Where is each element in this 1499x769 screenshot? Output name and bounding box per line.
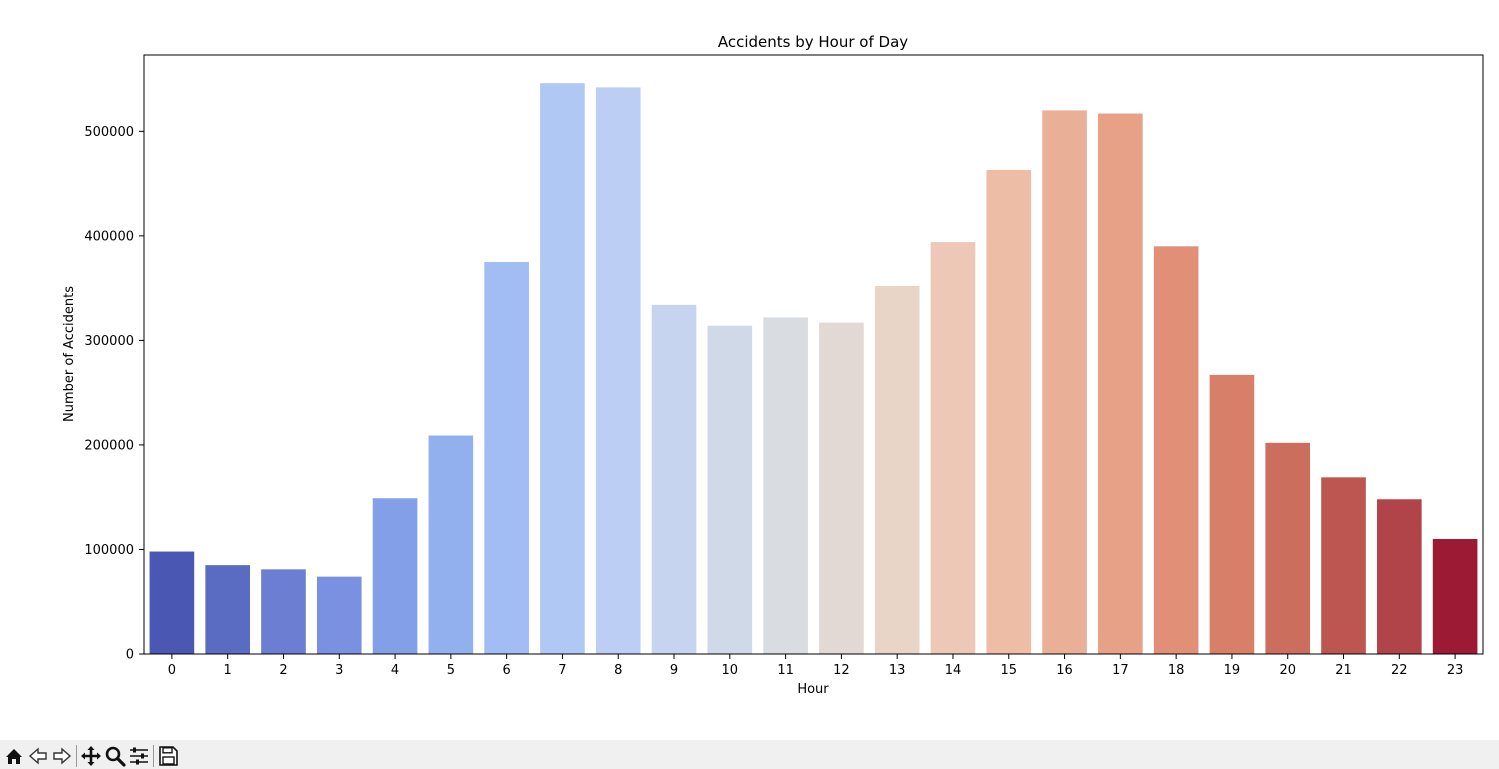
x-tick-label: 10 [722, 663, 739, 678]
x-tick-label: 9 [670, 663, 678, 678]
x-tick-label: 15 [1000, 663, 1017, 678]
bar-hour-14 [930, 242, 976, 654]
x-axis-label: Hour [797, 682, 829, 697]
x-tick-label: 21 [1335, 663, 1352, 678]
pan-icon [81, 746, 101, 766]
zoom-button[interactable] [103, 743, 127, 769]
bar-hour-15 [986, 169, 1032, 654]
home-icon [6, 749, 22, 764]
bar-hour-9 [651, 304, 697, 654]
bar-hour-7 [540, 83, 585, 655]
toolbar-separator [76, 745, 77, 767]
bar-hour-4 [372, 498, 418, 654]
plot-area-frame [143, 54, 1484, 655]
bar-hour-5 [428, 435, 474, 654]
zoom-icon [105, 746, 126, 767]
bar-hour-20 [1265, 442, 1311, 654]
x-tick-label: 13 [889, 663, 906, 678]
y-tick-label: 200000 [84, 438, 134, 453]
x-tick-label: 11 [777, 663, 794, 678]
save-icon [159, 746, 178, 766]
forward-arrow-icon [53, 747, 72, 765]
bar-hour-13 [874, 286, 920, 654]
x-ticks-group: 0 1 2 3 4 5 6 7 8 9 10 11 12 13 14 15 16 17 18 19 20 21 22 23 [168, 654, 1464, 678]
x-tick-label: 14 [945, 663, 962, 678]
configure-subplots-button[interactable] [127, 743, 151, 769]
y-tick-label: 300000 [84, 334, 134, 349]
back-arrow-icon [28, 747, 47, 765]
x-tick-label: 12 [833, 663, 850, 678]
home-button[interactable] [2, 743, 26, 769]
forward-button[interactable] [50, 743, 74, 769]
toolbar-separator [153, 745, 154, 767]
x-tick-label: 3 [335, 663, 343, 678]
chart-title: Accidents by Hour of Day [718, 33, 908, 51]
y-axis-label: Number of Accidents [62, 286, 77, 422]
bar-hour-17 [1098, 113, 1143, 654]
bar-hour-8 [595, 87, 641, 655]
bar-hour-10 [707, 325, 753, 654]
x-tick-label: 7 [558, 663, 566, 678]
bars-group [149, 83, 1478, 655]
x-tick-label: 23 [1447, 663, 1464, 678]
bar-hour-2 [261, 569, 306, 654]
y-tick-label: 400000 [84, 229, 134, 244]
back-button[interactable] [26, 743, 50, 769]
bar-hour-12 [819, 322, 864, 654]
bar-hour-1 [205, 565, 251, 654]
x-tick-label: 4 [391, 663, 399, 678]
bar-hour-23 [1432, 539, 1478, 654]
x-tick-label: 20 [1279, 663, 1296, 678]
chart-figure: Accidents by Hour of Day Number of Accid… [62, 33, 1484, 697]
x-tick-label: 6 [503, 663, 511, 678]
x-tick-label: 19 [1224, 663, 1241, 678]
x-tick-label: 16 [1056, 663, 1073, 678]
x-tick-label: 0 [168, 663, 176, 678]
pan-button[interactable] [79, 743, 103, 769]
save-button[interactable] [156, 743, 180, 769]
x-tick-label: 17 [1112, 663, 1129, 678]
y-tick-label: 500000 [84, 125, 134, 140]
x-tick-label: 8 [614, 663, 622, 678]
x-tick-label: 18 [1168, 663, 1185, 678]
y-tick-label: 0 [126, 648, 134, 663]
y-tick-label: 100000 [84, 543, 134, 558]
bar-hour-19 [1209, 374, 1255, 654]
bar-hour-16 [1042, 110, 1087, 654]
bar-hour-6 [484, 261, 529, 654]
bar-hour-11 [763, 317, 808, 654]
navigation-toolbar [0, 740, 1499, 769]
x-tick-label: 1 [224, 663, 232, 678]
bar-hour-21 [1321, 477, 1366, 654]
configure-subplots-icon [130, 747, 148, 765]
x-tick-label: 2 [279, 663, 287, 678]
y-ticks-group: 0 100000 200000 300000 400000 500000 [84, 125, 144, 663]
bar-hour-18 [1153, 246, 1199, 655]
x-tick-label: 5 [447, 663, 455, 678]
x-tick-label: 22 [1391, 663, 1408, 678]
bar-hour-3 [316, 576, 362, 654]
bar-hour-22 [1376, 499, 1422, 654]
bar-hour-0 [149, 551, 195, 654]
